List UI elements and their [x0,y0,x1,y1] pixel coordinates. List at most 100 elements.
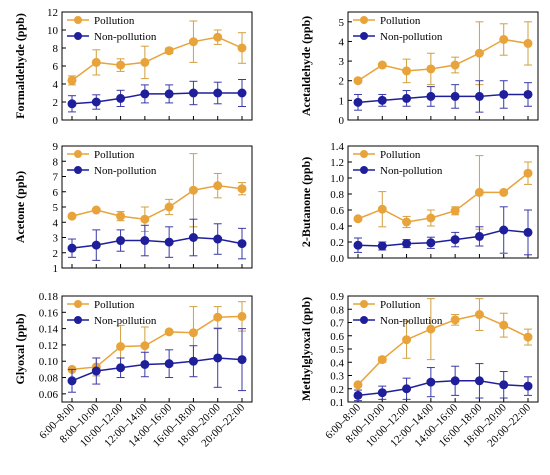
y-tick-label: 0.5 [330,344,344,356]
y-tick-label: 8 [53,156,59,168]
y-tick-label: 4 [53,217,59,229]
legend-label: Non-pollution [94,31,157,43]
data-point [402,93,412,103]
data-point [450,91,460,101]
data-point [377,388,387,398]
y-tick-label: 0.9 [330,291,344,303]
legend-label: Pollution [94,15,135,27]
y-axis-label: Formaldehyde (ppb) [13,13,27,119]
data-point [474,231,484,241]
legend-marker [360,316,368,324]
legend-label: Pollution [380,15,421,27]
y-axis-label: Methylglyoxal (ppb) [299,297,313,401]
data-point [164,237,174,247]
legend-marker [74,32,82,40]
data-point [116,60,126,70]
y-axis-label: Glyoxal (ppb) [13,313,27,384]
data-point [140,236,150,246]
data-point [213,312,223,322]
chart-panel-2: 0 1 2 3 4 5 Acetaldehyde (ppb) Pollution Non-pol… [299,11,539,127]
y-tick-label: 0.12 [39,340,58,352]
y-tick-label: 8 [53,43,59,55]
data-point [402,239,412,249]
legend-marker [74,166,82,174]
y-tick-label: 0.4 [330,357,344,369]
chart-panel-5: 0.06 0.08 0.10 0.12 0.14 0.16 0.18 Glyoxal (ppb… [13,291,253,449]
data-point [116,236,126,246]
y-tick-label: 1 [53,263,59,275]
y-tick-label: 1.2 [330,157,344,169]
y-tick-label: 0.4 [330,221,344,233]
y-tick-label: 0.8 [330,304,344,316]
legend-marker [360,32,368,40]
data-point [426,324,436,334]
chart-panel-4: 0.0 0.2 0.4 0.6 0.8 1.0 1.2 1.4 2-Butanone (ppb)… [299,141,539,265]
y-tick-label: 5 [339,17,345,29]
data-point [523,332,533,342]
data-point [523,168,533,178]
legend-label: Pollution [380,299,421,311]
data-point [237,43,247,53]
data-point [499,34,509,44]
data-point [140,214,150,224]
legend-label: Pollution [380,149,421,161]
data-point [499,225,509,235]
legend-label: Non-pollution [380,31,443,43]
data-point [377,204,387,214]
y-tick-label: 0.8 [330,189,344,201]
y-tick-label: 0.16 [39,307,59,319]
data-point [426,238,436,248]
data-point [164,202,174,212]
data-point [450,315,460,325]
chart-panel-1: 0 2 4 6 8 10 12 Formaldehyde (ppb) Pollution Non-… [13,7,253,127]
data-point [499,187,509,197]
data-point [116,363,126,373]
data-point [164,46,174,56]
data-point [426,64,436,74]
data-point [67,75,77,85]
y-tick-label: 0.7 [330,318,344,330]
data-point [523,38,533,48]
plot-frame [347,145,539,259]
y-tick-label: 1.4 [330,141,344,153]
legend-marker [360,166,368,174]
legend-label: Non-pollution [94,165,157,177]
data-point [474,376,484,386]
chart-panel-3: 1 2 3 4 5 6 7 8 9 Acetone (ppb) Pollution Non-pollu… [13,141,253,275]
data-point [188,328,198,338]
data-point [91,240,101,250]
data-point [67,99,77,109]
data-point [164,327,174,337]
data-point [523,89,533,99]
data-point [116,93,126,103]
y-tick-label: 0.18 [39,291,59,303]
y-tick-label: 0 [339,115,345,127]
data-point [188,88,198,98]
series-line-pollution [71,315,243,371]
y-tick-label: 2 [339,76,345,88]
data-point [377,95,387,105]
data-point [91,205,101,215]
data-point [377,60,387,70]
data-point [426,377,436,387]
y-tick-label: 9 [53,141,59,153]
y-tick-label: 7 [53,172,59,184]
data-point [237,355,247,365]
data-point [140,57,150,67]
y-tick-label: 0.10 [39,356,59,368]
y-tick-label: 0.6 [330,331,344,343]
data-point [474,91,484,101]
y-tick-label: 1.0 [330,173,344,185]
data-point [116,211,126,221]
data-point [213,181,223,191]
data-point [213,88,223,98]
chart-panel-6: 0.10.20.3 0.40.50.60.7 0.80.9 Methylglyoxal… [299,291,539,449]
data-point [188,185,198,195]
y-tick-label: 0.14 [39,324,59,336]
plot-frame [61,295,253,403]
data-point [426,213,436,223]
data-point [499,89,509,99]
legend-label: Pollution [94,299,135,311]
